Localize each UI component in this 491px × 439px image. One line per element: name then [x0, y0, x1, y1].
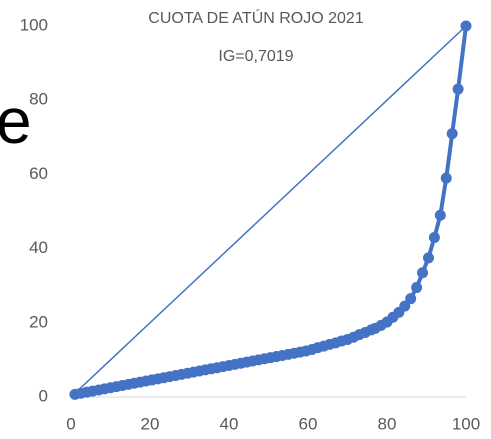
chart-subtitle: IG=0,7019 — [218, 48, 293, 65]
series-line — [74, 25, 467, 394]
x-tick-label: 100 — [452, 414, 480, 433]
chart-title: CUOTA DE ATÚN ROJO 2021 — [148, 8, 364, 27]
y-tick-label: 60 — [29, 164, 48, 183]
data-point — [434, 209, 446, 221]
y-tick-label: 80 — [29, 90, 48, 109]
y-tick-label: 20 — [29, 312, 48, 331]
data-point — [460, 20, 472, 32]
x-tick-label: 20 — [141, 414, 160, 433]
y-tick-label: 0 — [39, 386, 48, 405]
data-point — [405, 293, 417, 305]
data-point — [411, 282, 423, 294]
data-point — [452, 83, 464, 95]
y-tick-label: 40 — [29, 238, 48, 257]
x-tick-label: 80 — [378, 414, 397, 433]
data-point — [440, 172, 452, 184]
y-tick-label: 100 — [20, 15, 48, 34]
data-point — [417, 267, 429, 279]
x-tick-label: 60 — [299, 414, 318, 433]
data-point — [446, 128, 458, 140]
data-point — [399, 300, 411, 312]
x-tick-label: 0 — [66, 414, 75, 433]
data-point — [422, 252, 434, 264]
cropped-text: e — [0, 85, 32, 157]
data-point — [428, 231, 440, 243]
x-tick-label: 40 — [220, 414, 239, 433]
